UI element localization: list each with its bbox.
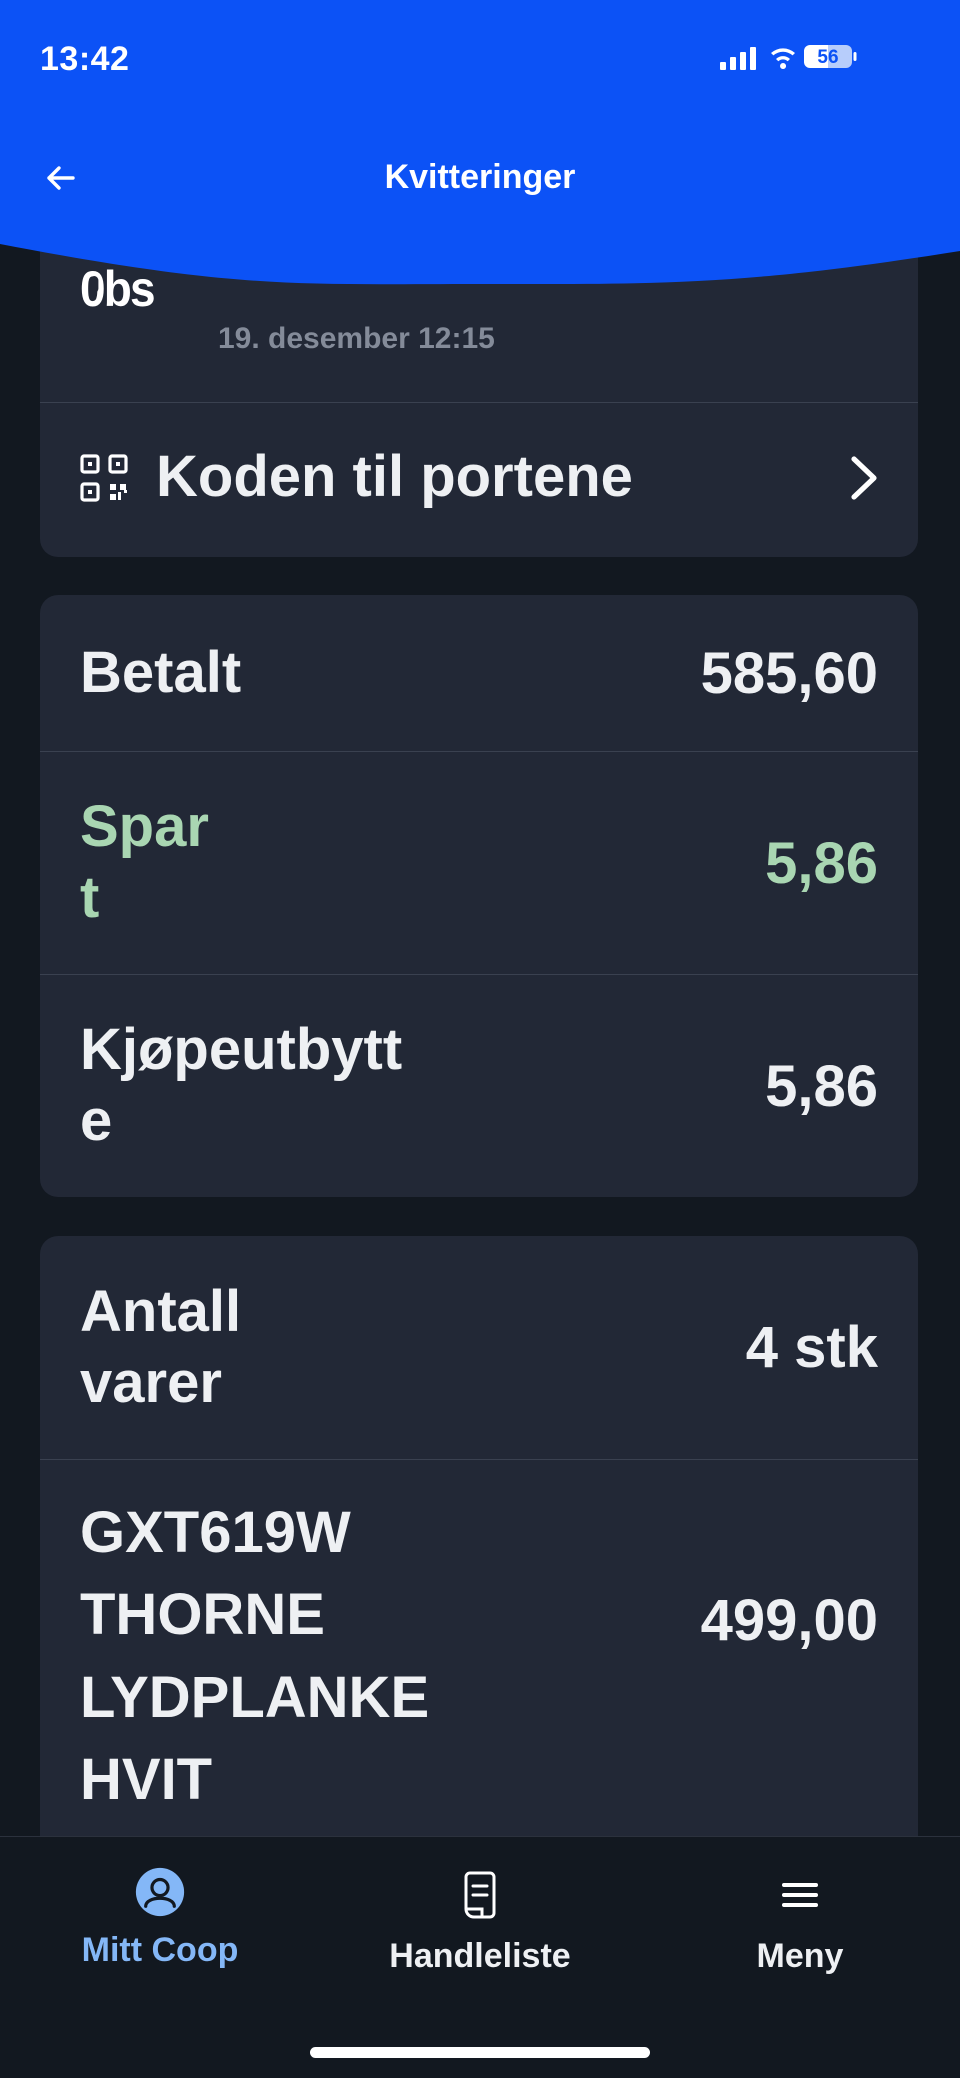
svg-text:56: 56	[817, 47, 838, 68]
